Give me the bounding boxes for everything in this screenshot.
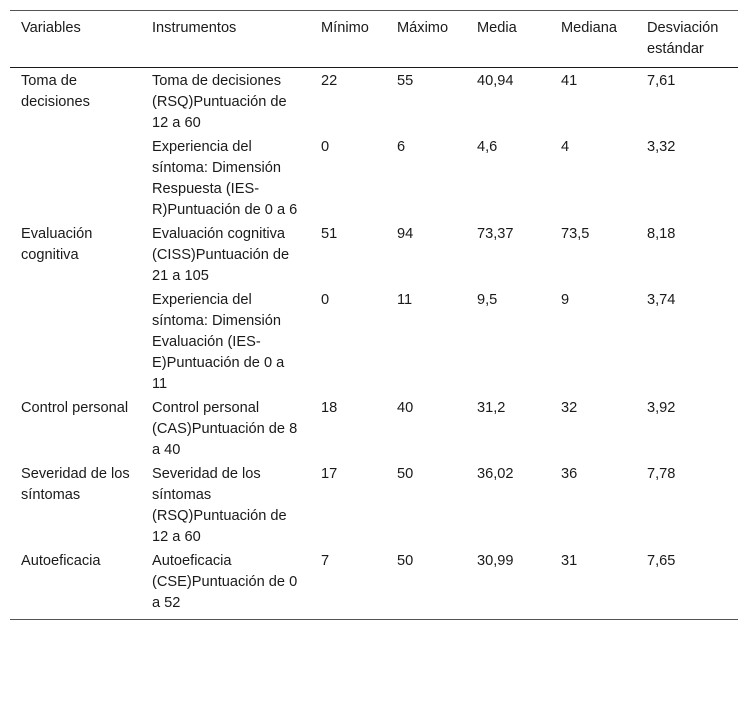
table-row: Evaluación cognitiva Evaluación cognitiv… bbox=[10, 222, 738, 288]
cell-median: 9 bbox=[561, 292, 570, 308]
cell-sd: 3,32 bbox=[647, 139, 676, 155]
cell-mean: 31,2 bbox=[477, 400, 506, 416]
cell-instrument: Experiencia del síntoma: Dimensión Respu… bbox=[152, 139, 298, 218]
cell-variable: Severidad de los síntomas bbox=[21, 466, 130, 503]
header-desviacion-estandar: Desviación estándar bbox=[647, 20, 719, 57]
cell-variable bbox=[10, 288, 141, 396]
cell-instrument: Severidad de los síntomas (RSQ)Puntuació… bbox=[152, 466, 287, 545]
cell-max: 55 bbox=[397, 73, 414, 89]
cell-variable bbox=[10, 135, 141, 222]
cell-mean: 40,94 bbox=[477, 73, 514, 89]
cell-variable: Autoeficacia bbox=[21, 553, 101, 569]
cell-sd: 3,92 bbox=[647, 400, 676, 416]
cell-median: 32 bbox=[561, 400, 578, 416]
cell-median: 73,5 bbox=[561, 226, 590, 242]
cell-instrument: Autoeficacia (CSE)Puntuación de 0 a 52 bbox=[152, 553, 298, 611]
table-row: Toma de decisiones Toma de decisiones (R… bbox=[10, 68, 738, 136]
cell-min: 17 bbox=[321, 466, 338, 482]
table-row: Autoeficacia Autoeficacia (CSE)Puntuació… bbox=[10, 549, 738, 620]
table-row: Experiencia del síntoma: Dimensión Evalu… bbox=[10, 288, 738, 396]
table-body: Toma de decisiones Toma de decisiones (R… bbox=[10, 68, 738, 620]
cell-sd: 7,78 bbox=[647, 466, 676, 482]
header-minimo: Mínimo bbox=[321, 20, 369, 36]
cell-sd: 3,74 bbox=[647, 292, 676, 308]
cell-sd: 8,18 bbox=[647, 226, 676, 242]
cell-mean: 9,5 bbox=[477, 292, 498, 308]
cell-median: 31 bbox=[561, 553, 578, 569]
cell-instrument: Evaluación cognitiva (CISS)Puntuación de… bbox=[152, 226, 290, 284]
cell-max: 94 bbox=[397, 226, 414, 242]
cell-variable: Toma de decisiones bbox=[21, 73, 90, 110]
cell-min: 51 bbox=[321, 226, 338, 242]
cell-mean: 36,02 bbox=[477, 466, 514, 482]
table-header: Variables Instrumentos Mínimo Máximo Med… bbox=[10, 10, 738, 68]
cell-mean: 4,6 bbox=[477, 139, 498, 155]
cell-min: 22 bbox=[321, 73, 338, 89]
table-row: Experiencia del síntoma: Dimensión Respu… bbox=[10, 135, 738, 222]
header-row: Variables Instrumentos Mínimo Máximo Med… bbox=[10, 10, 738, 68]
cell-variable: Evaluación cognitiva bbox=[21, 226, 93, 263]
cell-min: 0 bbox=[321, 292, 330, 308]
cell-min: 0 bbox=[321, 139, 330, 155]
cell-median: 4 bbox=[561, 139, 570, 155]
header-variables: Variables bbox=[21, 20, 81, 36]
header-maximo: Máximo bbox=[397, 20, 449, 36]
cell-sd: 7,61 bbox=[647, 73, 676, 89]
cell-max: 50 bbox=[397, 553, 414, 569]
header-mediana: Mediana bbox=[561, 20, 617, 36]
cell-instrument: Experiencia del síntoma: Dimensión Evalu… bbox=[152, 292, 285, 392]
cell-mean: 30,99 bbox=[477, 553, 514, 569]
cell-median: 41 bbox=[561, 73, 578, 89]
cell-mean: 73,37 bbox=[477, 226, 514, 242]
cell-min: 7 bbox=[321, 553, 330, 569]
cell-variable: Control personal bbox=[21, 400, 129, 416]
cell-instrument: Control personal (CAS)Puntuación de 8 a … bbox=[152, 400, 298, 458]
header-media: Media bbox=[477, 20, 517, 36]
cell-max: 6 bbox=[397, 139, 406, 155]
cell-median: 36 bbox=[561, 466, 578, 482]
cell-instrument: Toma de decisiones (RSQ)Puntuación de 12… bbox=[152, 73, 287, 131]
cell-max: 40 bbox=[397, 400, 414, 416]
cell-max: 50 bbox=[397, 466, 414, 482]
cell-max: 11 bbox=[397, 292, 413, 308]
table-row: Control personal Control personal (CAS)P… bbox=[10, 396, 738, 462]
table-row: Severidad de los síntomas Severidad de l… bbox=[10, 462, 738, 549]
cell-min: 18 bbox=[321, 400, 338, 416]
cell-sd: 7,65 bbox=[647, 553, 676, 569]
header-instrumentos: Instrumentos bbox=[152, 20, 237, 36]
statistics-table: Variables Instrumentos Mínimo Máximo Med… bbox=[10, 10, 738, 620]
